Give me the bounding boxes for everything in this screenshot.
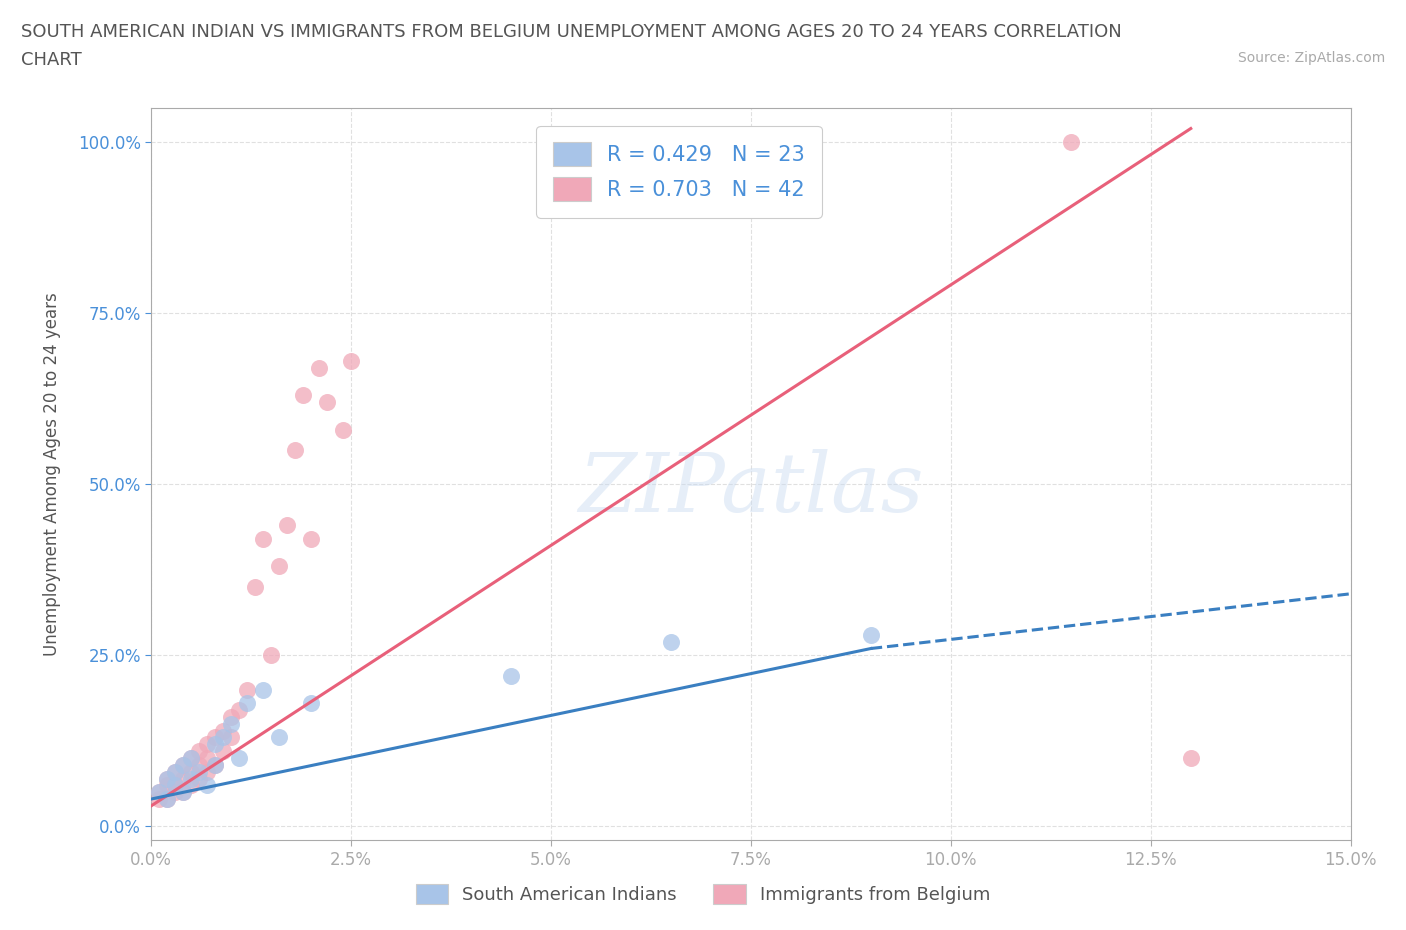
Point [172,757,194,772]
Point [252,532,274,547]
Point [204,737,226,751]
Point [332,422,354,437]
Point [148,785,170,800]
Text: Source: ZipAtlas.com: Source: ZipAtlas.com [1237,51,1385,65]
Point [156,791,179,806]
Text: CHART: CHART [21,51,82,69]
Point [180,777,202,792]
Text: ZIPatlas: ZIPatlas [578,448,924,528]
Point [1060,135,1083,150]
Legend: South American Indians, Immigrants from Belgium: South American Indians, Immigrants from … [408,876,998,911]
Point [156,777,179,792]
Point [165,764,187,779]
Point [228,703,250,718]
Point [165,777,187,792]
Point [188,744,211,759]
Point [269,730,291,745]
Point [204,757,226,772]
Point [180,751,202,765]
Point [228,751,250,765]
Point [172,785,194,800]
Point [292,388,315,403]
Point [195,737,218,751]
Point [316,394,339,409]
Point [499,669,522,684]
Point [180,771,202,786]
Point [1180,751,1202,765]
Point [308,361,330,376]
Point [165,764,187,779]
Point [659,634,682,649]
Point [195,751,218,765]
Point [172,785,194,800]
Point [243,579,266,594]
Point [260,648,283,663]
Point [188,764,211,779]
Point [276,518,298,533]
Point [188,757,211,772]
Point [180,764,202,779]
Point [148,791,170,806]
Point [212,730,235,745]
Point [236,696,259,711]
Point [165,785,187,800]
Point [204,730,226,745]
Point [252,682,274,697]
Point [156,791,179,806]
Point [165,777,187,792]
Point [172,771,194,786]
Point [219,716,242,731]
Point [212,724,235,738]
Point [195,764,218,779]
Point [219,710,242,724]
Point [340,353,363,368]
Point [188,771,211,786]
Point [156,771,179,786]
Point [204,757,226,772]
Point [180,751,202,765]
Point [299,532,322,547]
Y-axis label: Unemployment Among Ages 20 to 24 years: Unemployment Among Ages 20 to 24 years [44,292,60,656]
Point [859,628,882,643]
Point [236,682,259,697]
Point [269,559,291,574]
Point [212,744,235,759]
Legend: R = 0.429   N = 23, R = 0.703   N = 42: R = 0.429 N = 23, R = 0.703 N = 42 [536,126,821,218]
Point [284,443,307,458]
Point [156,771,179,786]
Point [219,730,242,745]
Text: SOUTH AMERICAN INDIAN VS IMMIGRANTS FROM BELGIUM UNEMPLOYMENT AMONG AGES 20 TO 2: SOUTH AMERICAN INDIAN VS IMMIGRANTS FROM… [21,23,1122,41]
Point [195,777,218,792]
Point [299,696,322,711]
Point [172,757,194,772]
Point [148,785,170,800]
